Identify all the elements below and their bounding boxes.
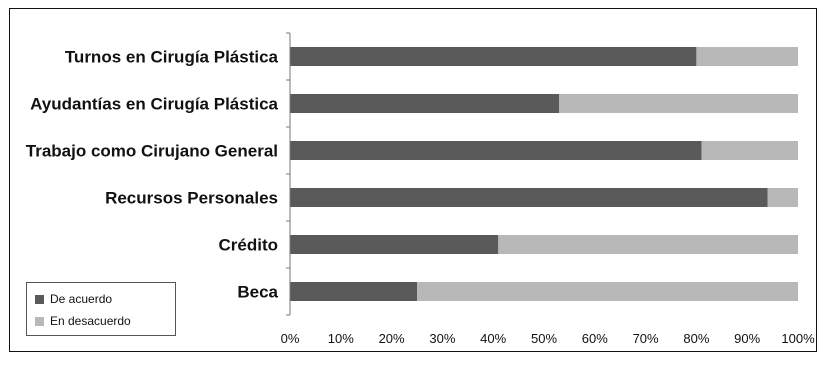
x-tick-label-8: 80% — [683, 331, 709, 346]
category-label-beca: Beca — [237, 283, 278, 302]
legend-item-de-acuerdo: De acuerdo — [35, 292, 112, 306]
category-label-turnos-en-cirugia-plastica: Turnos en Cirugía Plástica — [65, 48, 279, 67]
bar-de-acuerdo-trabajo-como-cirujano-general — [290, 141, 702, 160]
x-tick-label-4: 40% — [480, 331, 506, 346]
x-tick-label-2: 20% — [379, 331, 405, 346]
x-tick-labels: 0% 10% 20% 30% 40% 50% 60% 70% 80% 90% 100% — [281, 331, 815, 346]
x-tick-label-1: 10% — [328, 331, 354, 346]
category-labels: Turnos en Cirugía Plástica Ayudantías en … — [26, 48, 279, 302]
bar-en-desacuerdo-credito — [498, 235, 798, 254]
legend: De acuerdo En desacuerdo — [26, 282, 176, 336]
bar-de-acuerdo-ayudantias-en-cirugia-plastica — [290, 94, 560, 113]
x-tick-label-7: 70% — [633, 331, 659, 346]
axis-layer — [286, 32, 291, 316]
x-tick-label-0: 0% — [281, 331, 300, 346]
category-label-credito: Crédito — [219, 236, 279, 255]
bar-en-desacuerdo-trabajo-como-cirujano-general — [701, 141, 798, 160]
x-tick-label-10: 100% — [781, 331, 815, 346]
bar-de-acuerdo-turnos-en-cirugia-plastica — [290, 47, 697, 66]
bar-de-acuerdo-beca — [290, 282, 417, 301]
x-tick-label-9: 90% — [734, 331, 760, 346]
category-label-recursos-personales: Recursos Personales — [105, 189, 278, 208]
bars-layer — [290, 47, 798, 301]
category-label-trabajo-como-cirujano-general: Trabajo como Cirujano General — [26, 142, 278, 161]
legend-swatch-en-desacuerdo — [35, 316, 44, 326]
bar-en-desacuerdo-ayudantias-en-cirugia-plastica — [559, 94, 798, 113]
x-tick-label-6: 60% — [582, 331, 608, 346]
bar-en-desacuerdo-recursos-personales — [767, 188, 798, 207]
bar-en-desacuerdo-turnos-en-cirugia-plastica — [696, 47, 798, 66]
bar-en-desacuerdo-beca — [417, 282, 798, 301]
bar-de-acuerdo-credito — [290, 235, 499, 254]
x-tick-label-3: 30% — [429, 331, 455, 346]
category-label-ayudantias-en-cirugia-plastica: Ayudantías en Cirugía Plástica — [30, 95, 278, 114]
legend-swatch-de-acuerdo — [35, 294, 44, 304]
legend-label-de-acuerdo: De acuerdo — [50, 292, 113, 306]
bar-de-acuerdo-recursos-personales — [290, 188, 768, 207]
legend-item-en-desacuerdo: En desacuerdo — [35, 314, 131, 328]
x-tick-label-5: 50% — [531, 331, 557, 346]
legend-label-en-desacuerdo: En desacuerdo — [50, 314, 131, 328]
